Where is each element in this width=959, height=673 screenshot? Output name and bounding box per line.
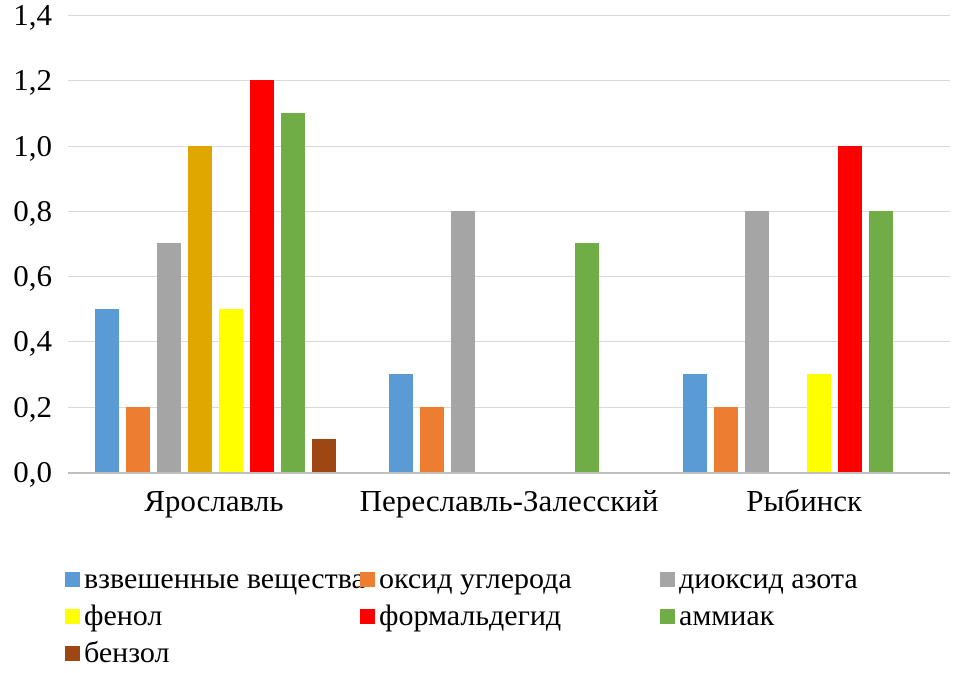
bar-group-3	[656, 15, 950, 472]
legend-item-ammonia: аммиак	[660, 601, 774, 631]
legend-label-carbon-monoxide: оксид углерода	[379, 562, 572, 595]
bar-ammonia-3	[868, 211, 893, 472]
legend-swatch-carbon-monoxide	[360, 571, 375, 587]
legend-swatch-benzene	[65, 645, 80, 661]
y-tick-label-0,4: 0,4	[13, 323, 52, 358]
gridline-1,4	[68, 15, 950, 16]
y-tick-label-0,0: 0,0	[13, 454, 52, 489]
legend-label-formaldehyde: формальдегид	[379, 599, 562, 632]
legend-label-phenol: фенол	[84, 599, 163, 632]
legend-item-benzene: бензол	[65, 638, 170, 668]
bar-nitrogen-dioxide-3	[744, 211, 769, 472]
y-tick-label-0,2: 0,2	[13, 389, 52, 424]
legend-item-carbon-monoxide: оксид углерода	[360, 564, 572, 594]
bar-ammonia-2	[574, 243, 599, 472]
plot-area	[68, 15, 950, 472]
y-tick-label-0,6: 0,6	[13, 258, 52, 293]
bar-carbon-monoxide-3	[713, 407, 738, 472]
x-category-label-2: Переславль-Залесский	[359, 483, 659, 518]
gridline-0,8	[68, 211, 950, 212]
bar-suspended-solids-2	[388, 374, 413, 472]
legend-label-benzene: бензол	[84, 636, 170, 669]
bar-group-1	[68, 15, 362, 472]
gridline-0,4	[68, 341, 950, 342]
gridline-0,6	[68, 276, 950, 277]
bar-nitrogen-dioxide-1	[156, 243, 181, 472]
legend-swatch-phenol	[65, 608, 80, 624]
x-category-label-3: Рыбинск	[746, 483, 863, 518]
y-tick-label-0,8: 0,8	[13, 193, 52, 228]
gridline-0,2	[68, 407, 950, 408]
legend-item-formaldehyde: формальдегид	[360, 601, 561, 631]
bar-suspended-solids-1	[94, 309, 119, 472]
bar-phenol-3	[806, 374, 831, 472]
bar-formaldehyde-1	[249, 80, 274, 472]
bar-group-2	[362, 15, 656, 472]
legend-label-suspended-solids: взвешенные вещества	[84, 562, 365, 595]
legend-label-ammonia: аммиак	[679, 599, 775, 632]
bar-ammonia-1	[280, 113, 305, 472]
bar-carbon-monoxide-1	[125, 407, 150, 472]
y-tick-label-1,2: 1,2	[13, 62, 52, 97]
bar-suspended-solids-3	[682, 374, 707, 472]
bar-phenol-1	[218, 309, 243, 472]
legend-swatch-nitrogen-dioxide	[660, 571, 675, 587]
legend-item-nitrogen-dioxide: диоксид азота	[660, 564, 858, 594]
bar-carbon-monoxide-2	[419, 407, 444, 472]
y-tick-label-1,4: 1,4	[13, 0, 52, 32]
legend-swatch-formaldehyde	[360, 608, 375, 624]
y-tick-label-1,0: 1,0	[13, 128, 52, 163]
legend-label-nitrogen-dioxide: диоксид азота	[679, 562, 858, 595]
x-axis-line	[68, 472, 950, 474]
bar-formaldehyde-3	[837, 146, 862, 472]
bar-nitrogen-dioxide-2	[450, 211, 475, 472]
x-category-label-1: Ярославль	[144, 483, 284, 518]
legend-swatch-suspended-solids	[65, 571, 80, 587]
bar-gold-series-unlabeled-1	[187, 146, 212, 472]
legend-item-suspended-solids: взвешенные вещества	[65, 564, 365, 594]
bar-benzene-1	[311, 439, 336, 472]
legend-item-phenol: фенол	[65, 601, 162, 631]
gridline-1,2	[68, 80, 950, 81]
chart-legend: взвешенные вещества оксид углерода диоксид…	[0, 564, 959, 673]
x-axis-category-labels: Ярославль Переславль-Залесский Рыбинск	[68, 482, 950, 520]
legend-swatch-ammonia	[660, 608, 675, 624]
gridline-1,0	[68, 146, 950, 147]
